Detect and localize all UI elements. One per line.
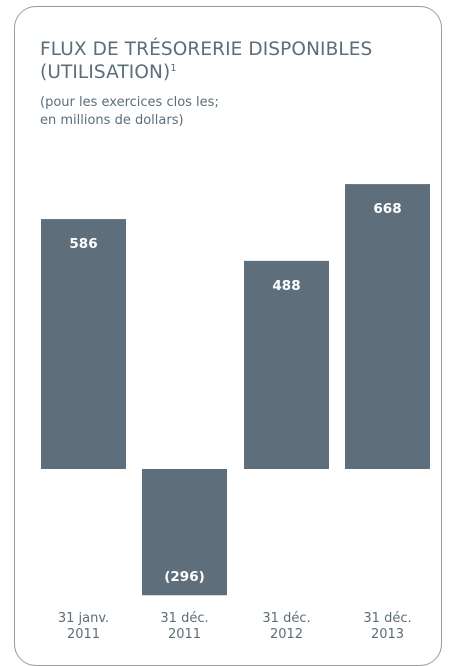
- bar-2: [142, 469, 227, 596]
- bar-value-label-2: (296): [164, 569, 205, 585]
- bar-value-label-4: 668: [373, 201, 401, 217]
- chart-subtitle-line1: (pour les exercices clos les;: [40, 95, 219, 110]
- value-labels-group: 586 (296) 488 668: [69, 201, 401, 585]
- x-tick-label-1-line-2: 2011: [67, 627, 100, 642]
- bar-3: [244, 260, 329, 469]
- bar-4: [345, 184, 430, 469]
- x-tick-label-2-line-2: 2011: [168, 627, 201, 642]
- chart-title-line1: FLUX DE TRÉSORERIE DISPONIBLES: [40, 39, 373, 60]
- chart-subtitle-line2: en millions de dollars): [40, 113, 184, 128]
- chart-title-line2: (UTILISATION): [40, 62, 171, 83]
- footnote-marker: 1: [170, 63, 177, 74]
- x-tick-label-2-line-1: 31 déc.: [160, 611, 208, 626]
- x-tick-label-3-line-1: 31 déc.: [262, 611, 310, 626]
- chart-subtitle: (pour les exercices clos les; en million…: [40, 94, 219, 130]
- x-tick-label-4-line-2: 2013: [371, 627, 404, 642]
- bar-value-label-3: 488: [272, 278, 300, 294]
- bar-1: [41, 219, 126, 469]
- x-tick-label-1-line-1: 31 janv.: [58, 611, 109, 626]
- bars-group: [41, 184, 430, 596]
- chart-title: FLUX DE TRÉSORERIE DISPONIBLES (UTILISATI…: [40, 38, 372, 84]
- x-tick-label-4-line-1: 31 déc.: [363, 611, 411, 626]
- bar-value-label-1: 586: [69, 236, 97, 252]
- x-tick-label-3-line-2: 2012: [270, 627, 303, 642]
